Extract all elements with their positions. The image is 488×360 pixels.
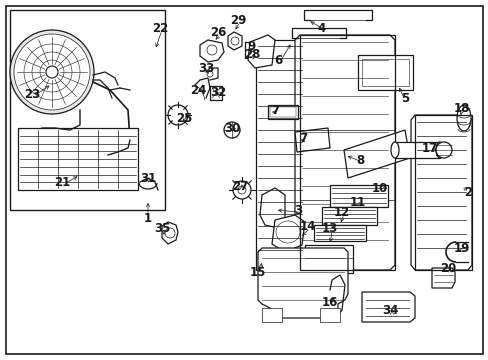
Polygon shape — [294, 128, 329, 152]
Circle shape — [238, 186, 245, 194]
Ellipse shape — [456, 105, 470, 131]
Bar — [357, 55, 412, 90]
Text: 8: 8 — [355, 153, 364, 166]
Text: 32: 32 — [209, 85, 225, 99]
Bar — [394, 142, 439, 158]
Text: 7: 7 — [270, 104, 279, 117]
Polygon shape — [431, 268, 454, 288]
Text: 21: 21 — [54, 175, 70, 189]
Polygon shape — [361, 292, 414, 322]
Text: 27: 27 — [231, 180, 247, 193]
Text: 11: 11 — [349, 195, 366, 208]
Text: 20: 20 — [439, 261, 455, 274]
Bar — [262, 308, 282, 322]
Circle shape — [46, 66, 58, 78]
Bar — [10, 10, 164, 210]
Bar — [319, 308, 339, 322]
Text: 29: 29 — [229, 13, 245, 27]
Text: 17: 17 — [421, 141, 437, 154]
Ellipse shape — [390, 142, 398, 158]
Text: 19: 19 — [453, 242, 469, 255]
Text: 33: 33 — [198, 62, 214, 75]
Polygon shape — [260, 188, 285, 228]
Text: 24: 24 — [189, 84, 206, 96]
Text: 25: 25 — [176, 112, 192, 125]
Text: 5: 5 — [400, 91, 408, 104]
Bar — [256, 40, 304, 270]
Text: 4: 4 — [317, 22, 325, 35]
Text: 13: 13 — [321, 221, 337, 234]
Polygon shape — [227, 32, 242, 50]
Polygon shape — [258, 248, 347, 318]
Bar — [18, 128, 138, 190]
Text: 23: 23 — [24, 87, 40, 100]
Circle shape — [232, 181, 250, 199]
Bar — [299, 35, 394, 270]
Text: 15: 15 — [249, 266, 265, 279]
Text: 10: 10 — [371, 181, 387, 194]
Bar — [361, 59, 408, 86]
Polygon shape — [162, 222, 178, 244]
Bar — [269, 107, 295, 117]
Text: 6: 6 — [273, 54, 282, 67]
Text: 2: 2 — [463, 185, 471, 198]
Circle shape — [224, 122, 240, 138]
Text: 18: 18 — [453, 102, 469, 114]
Ellipse shape — [435, 142, 443, 158]
Bar — [414, 115, 471, 270]
Polygon shape — [271, 215, 305, 252]
Bar — [329, 185, 387, 207]
Polygon shape — [343, 130, 409, 178]
Text: 30: 30 — [224, 122, 240, 135]
Text: 28: 28 — [244, 48, 260, 60]
Text: 3: 3 — [293, 203, 302, 216]
Bar — [267, 105, 297, 119]
Text: 7: 7 — [298, 131, 306, 144]
Polygon shape — [247, 35, 274, 68]
Polygon shape — [200, 40, 224, 62]
Text: 31: 31 — [140, 171, 156, 184]
Text: 22: 22 — [152, 22, 168, 35]
Text: 34: 34 — [381, 303, 397, 316]
Text: 1: 1 — [143, 211, 152, 225]
Text: 12: 12 — [333, 206, 349, 219]
Polygon shape — [294, 35, 394, 270]
Polygon shape — [410, 115, 471, 270]
Circle shape — [14, 34, 90, 110]
Circle shape — [10, 30, 94, 114]
Bar — [313, 225, 365, 241]
Circle shape — [206, 71, 213, 77]
Circle shape — [168, 105, 187, 125]
Bar — [321, 207, 376, 225]
Text: 35: 35 — [154, 221, 170, 234]
Circle shape — [435, 142, 451, 158]
Bar — [305, 245, 352, 273]
Text: 9: 9 — [247, 40, 256, 53]
Text: 14: 14 — [299, 220, 316, 233]
Text: 26: 26 — [209, 26, 226, 39]
Text: 16: 16 — [321, 296, 338, 309]
